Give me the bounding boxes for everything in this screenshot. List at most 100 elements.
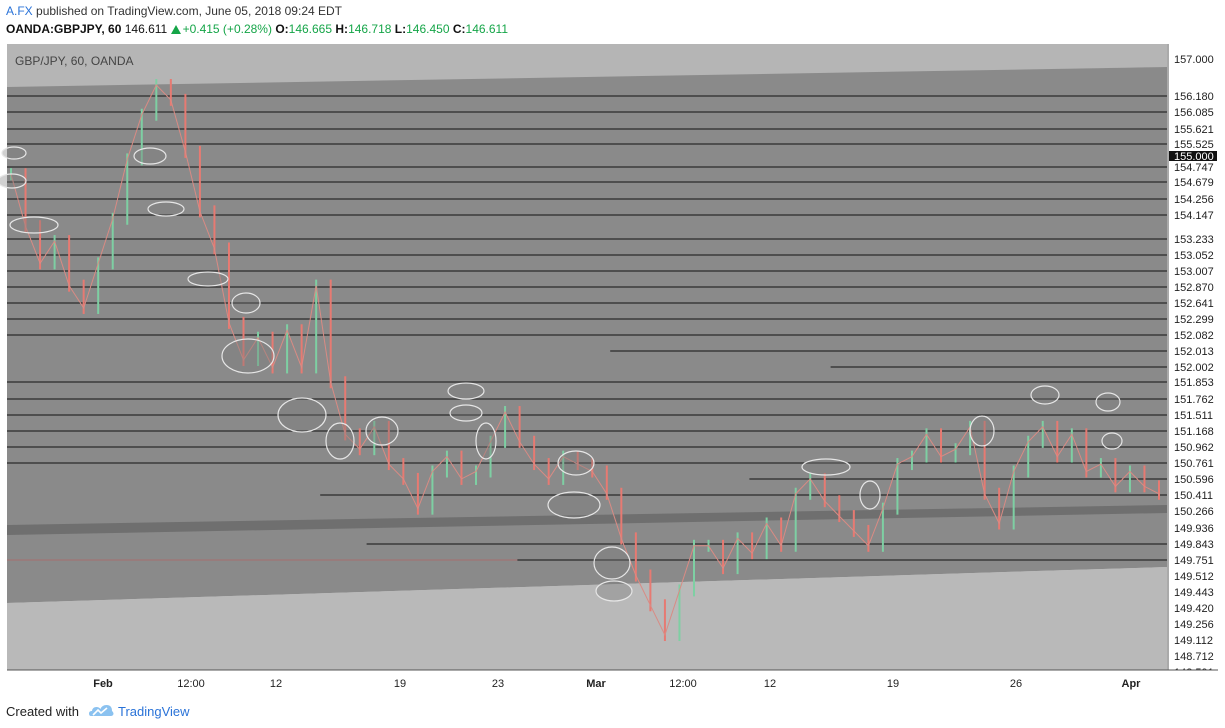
y-tick-label: 153.233 [1174,234,1214,246]
price-line [10,84,1160,637]
y-tick-label: 149.443 [1174,587,1214,599]
y-tick-label: 149.936 [1174,523,1214,535]
y-tick-label: 155.621 [1174,124,1214,136]
y-tick-label: 152.870 [1174,282,1214,294]
y-tick-label: 156.085 [1174,107,1214,119]
low-value: 146.450 [406,22,450,36]
time-axis [0,670,1225,696]
y-tick-label: 155.000 [1174,151,1214,163]
annotation-ellipse [547,491,601,519]
y-tick-label: 153.052 [1174,250,1214,262]
y-tick-label: 150.411 [1174,490,1213,502]
created-with-text: Created with [6,704,79,719]
y-tick-label: 150.962 [1174,442,1214,454]
annotation-ellipse [147,201,185,217]
annotation-ellipse [187,271,229,287]
x-tick-label: 19 [887,678,899,690]
annotation-ellipse [133,147,167,165]
tradingview-brand-link[interactable]: TradingView [118,704,190,719]
annotation-ellipse [475,422,497,460]
y-tick-label: 152.641 [1174,298,1214,310]
x-tick-label: 12 [270,678,282,690]
annotation-ellipse [0,173,27,189]
y-tick-label: 154.747 [1174,162,1214,174]
x-tick-label: 12:00 [669,678,697,690]
x-tick-label: 12 [764,678,776,690]
annotation-ellipse [859,480,881,510]
publish-line: A.FX published on TradingView.com, June … [6,4,342,18]
annotation-ellipse [969,415,995,447]
tradingview-logo-icon[interactable] [88,703,114,719]
close-value: 146.611 [465,22,509,36]
annotation-ellipse [1,146,27,160]
close-label: C: [452,22,466,36]
chart-title: GBP/JPY, 60, OANDA [15,54,134,68]
y-tick-label: 152.002 [1174,362,1214,374]
annotation-ellipse [593,546,631,580]
annotation-ellipse [9,216,59,234]
x-tick-label: 12:00 [177,678,205,690]
x-tick-label: Feb [93,678,113,690]
annotation-ellipse [801,458,851,476]
x-tick-label: 19 [394,678,406,690]
price-axis [1168,44,1221,670]
annotation-ellipse [365,416,399,446]
annotation-ellipse [1095,392,1121,412]
x-tick-label: Mar [586,678,606,690]
y-tick-label: 149.751 [1174,555,1214,567]
x-tick-label: 23 [492,678,504,690]
y-tick-label: 154.256 [1174,194,1214,206]
y-tick-label: 149.843 [1174,539,1214,551]
y-tick-label: 153.007 [1174,266,1214,278]
y-tick-label: 152.082 [1174,330,1214,342]
y-tick-label: 151.762 [1174,394,1214,406]
annotation-ellipse [595,580,633,602]
x-tick-label: 26 [1010,678,1022,690]
y-tick-label: 151.853 [1174,377,1214,389]
lower-channel-band [7,567,1167,670]
y-tick-label: 149.512 [1174,571,1214,583]
annotation-ellipse [1101,432,1123,450]
published-text: published on TradingView.com, June 05, 2… [36,4,342,18]
x-tick-label: Apr [1122,678,1142,690]
price-chart[interactable]: GBP/JPY, 60, OANDA 157.000 156.180 156.085 1… [0,43,1225,696]
annotation-ellipse [557,450,595,476]
y-tick-label: 155.525 [1174,139,1214,151]
annotation-ellipse [1030,385,1060,405]
annotation-ellipse [447,382,485,400]
y-tick-label: 150.596 [1174,474,1214,486]
current-price-marker [1169,151,1217,161]
y-tick-label: 156.180 [1174,91,1214,103]
footer: Created with TradingView [0,696,1225,728]
last-price: 146.611 [124,22,168,36]
open-value: 146.665 [288,22,333,36]
y-tick-label: 149.112 [1174,635,1213,647]
symbol-label: OANDA:GBPJPY, 60 [6,22,122,36]
y-tick-label: 151.511 [1174,410,1213,422]
y-tick-label: 148.712 [1174,651,1214,663]
ohlc-line: OANDA:GBPJPY, 60 146.611 +0.415 (+0.28%)… [6,22,508,36]
high-value: 146.718 [348,22,392,36]
annotation-ellipse [449,404,483,422]
high-label: H: [335,22,349,36]
upper-channel-band [7,44,1167,89]
low-label: L: [394,22,407,36]
annotation-ellipse [325,422,355,460]
y-tick-label: 157.000 [1174,54,1214,66]
open-label: O: [275,22,289,36]
author-link[interactable]: A.FX [6,4,33,18]
y-tick-label: 152.013 [1174,346,1214,358]
y-tick-label: 150.761 [1174,458,1214,470]
up-arrow-icon [170,25,181,34]
price-change: +0.415 (+0.28%) [182,22,272,36]
y-tick-label: 154.679 [1174,177,1214,189]
y-tick-label: 151.168 [1174,426,1214,438]
trend-band [7,505,1167,535]
y-tick-label: 149.256 [1174,619,1214,631]
chart-header: A.FX published on TradingView.com, June … [0,0,1225,44]
y-tick-label: 154.147 [1174,210,1214,222]
y-tick-label: 152.299 [1174,314,1214,326]
annotation-ellipse [231,292,261,314]
y-tick-label: 149.420 [1174,603,1214,615]
annotation-ellipse [277,397,327,433]
